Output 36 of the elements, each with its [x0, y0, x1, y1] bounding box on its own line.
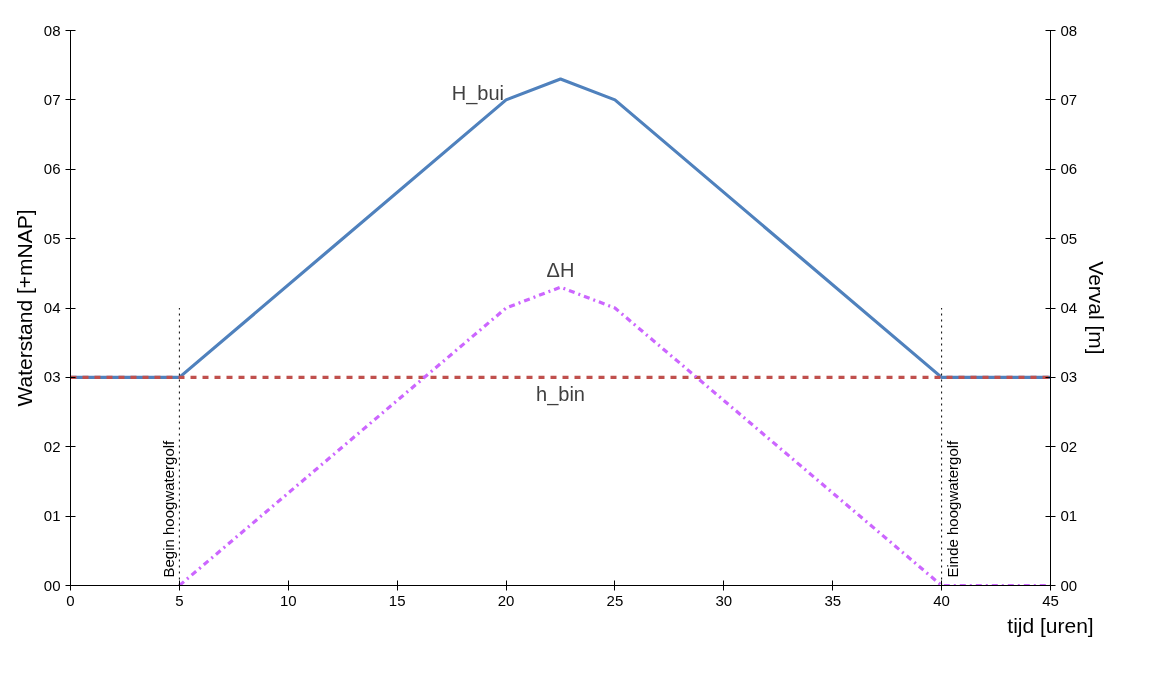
y-tick-label: 00 [43, 576, 61, 594]
series-label: H_bui [451, 81, 505, 105]
x-tick-label: 0 [66, 591, 75, 609]
x-tick-label: 30 [715, 591, 733, 609]
x-tick-label: 5 [175, 591, 184, 609]
y-tick-label: 08 [43, 21, 61, 39]
y2-tick-label: 06 [1060, 160, 1078, 178]
y-tick-label: 05 [43, 229, 61, 247]
y2-tick-label: 07 [1060, 90, 1078, 108]
y-tick-label: 06 [43, 160, 61, 178]
ref-line-label: Begin hoogwatergolf [160, 439, 178, 578]
y-tick-label: 01 [43, 507, 61, 525]
x-tick-label: 45 [1042, 591, 1059, 609]
y2-tick-label: 08 [1060, 21, 1078, 39]
y2-tick-label: 00 [1060, 576, 1078, 594]
y2-tick-label: 04 [1060, 299, 1078, 316]
y-tick-label: 07 [43, 90, 61, 108]
x-tick-label: 20 [497, 591, 515, 609]
y2-tick-label: 01 [1060, 507, 1078, 525]
y2-tick-label: 05 [1060, 229, 1078, 247]
x-tick-label: 40 [933, 591, 950, 609]
x-axis-title: tijd [uren] [1007, 613, 1094, 637]
y2-tick-label: 03 [1060, 368, 1078, 386]
x-tick-label: 10 [279, 591, 297, 609]
series-label: ΔH [546, 259, 575, 282]
ref-line-label: Einde hoogwatergolf [943, 439, 961, 578]
y-tick-label: 03 [43, 368, 61, 386]
y-tick-label: 04 [43, 299, 61, 316]
x-tick-label: 35 [824, 591, 842, 609]
y2-axis-title: Verval [m] [1085, 261, 1109, 355]
x-tick-label: 25 [606, 591, 624, 609]
y-tick-label: 02 [43, 437, 61, 455]
y-axis-title: Waterstand [+mNAP] [12, 209, 36, 407]
series-label: h_bin [536, 383, 585, 407]
x-tick-label: 15 [388, 591, 406, 609]
y2-tick-label: 02 [1060, 437, 1078, 455]
